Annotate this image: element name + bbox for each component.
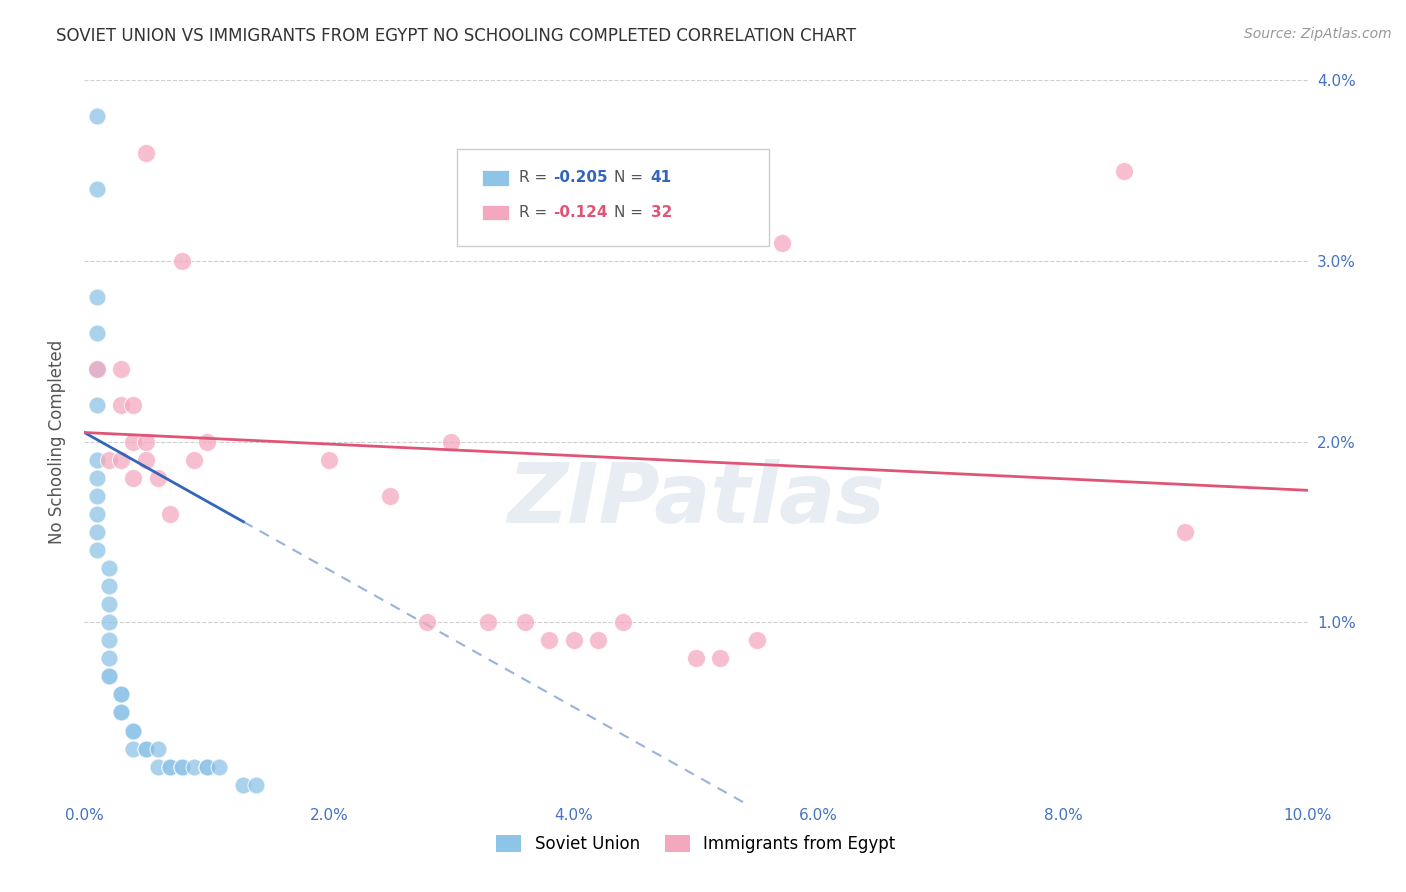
Point <box>232 778 254 792</box>
Point <box>86 181 108 195</box>
Point <box>195 760 218 774</box>
Point <box>612 615 634 630</box>
Point <box>97 633 120 648</box>
Point <box>86 542 108 557</box>
Text: Source: ZipAtlas.com: Source: ZipAtlas.com <box>1244 27 1392 41</box>
Point <box>86 109 108 123</box>
Point <box>86 524 108 539</box>
Point <box>1174 524 1197 539</box>
FancyBboxPatch shape <box>482 169 509 186</box>
Point <box>1114 163 1136 178</box>
Text: ZIPatlas: ZIPatlas <box>508 458 884 540</box>
Point <box>477 615 499 630</box>
Point <box>172 760 194 774</box>
Point <box>86 326 108 340</box>
Text: SOVIET UNION VS IMMIGRANTS FROM EGYPT NO SCHOOLING COMPLETED CORRELATION CHART: SOVIET UNION VS IMMIGRANTS FROM EGYPT NO… <box>56 27 856 45</box>
Point <box>97 452 120 467</box>
Point <box>135 452 157 467</box>
Point <box>183 760 205 774</box>
Point <box>97 651 120 665</box>
Point <box>159 760 181 774</box>
Point <box>122 471 145 485</box>
Point <box>122 723 145 738</box>
Point <box>110 706 132 720</box>
Point <box>110 452 132 467</box>
Text: -0.205: -0.205 <box>553 170 607 186</box>
Point <box>97 597 120 611</box>
Text: R =: R = <box>519 170 551 186</box>
Point <box>709 651 731 665</box>
Point <box>146 741 169 756</box>
Text: -0.124: -0.124 <box>553 205 607 220</box>
Text: 32: 32 <box>651 205 672 220</box>
Point <box>97 615 120 630</box>
Point <box>146 760 169 774</box>
Point <box>440 434 463 449</box>
Point <box>208 760 231 774</box>
Point <box>135 145 157 160</box>
Point <box>122 434 145 449</box>
Point <box>195 760 218 774</box>
Text: N =: N = <box>614 170 648 186</box>
Point <box>159 760 181 774</box>
Point <box>770 235 793 250</box>
Point <box>97 579 120 593</box>
Point <box>135 741 157 756</box>
Point <box>135 434 157 449</box>
Point <box>318 452 340 467</box>
Text: R =: R = <box>519 205 551 220</box>
Point <box>122 741 145 756</box>
Point <box>122 398 145 412</box>
Point <box>110 687 132 701</box>
Point <box>97 669 120 683</box>
Point <box>538 633 561 648</box>
Point <box>110 398 132 412</box>
Point <box>86 489 108 503</box>
Point <box>86 362 108 376</box>
Point <box>110 706 132 720</box>
Point <box>86 290 108 304</box>
Point <box>562 633 585 648</box>
Text: 41: 41 <box>651 170 672 186</box>
Point <box>159 507 181 521</box>
Point <box>86 398 108 412</box>
Point <box>195 434 218 449</box>
Point <box>183 452 205 467</box>
Point <box>380 489 402 503</box>
Point <box>172 253 194 268</box>
Point <box>135 741 157 756</box>
Point <box>685 651 707 665</box>
Point <box>86 471 108 485</box>
Point <box>416 615 439 630</box>
Point <box>245 778 267 792</box>
Point <box>97 561 120 575</box>
Point <box>513 615 536 630</box>
Point <box>747 633 769 648</box>
Point <box>86 452 108 467</box>
FancyBboxPatch shape <box>457 149 769 246</box>
Point <box>586 633 609 648</box>
Point <box>97 669 120 683</box>
Legend: Soviet Union, Immigrants from Egypt: Soviet Union, Immigrants from Egypt <box>489 828 903 860</box>
Point <box>110 687 132 701</box>
Point <box>110 362 132 376</box>
Text: N =: N = <box>614 205 648 220</box>
Point <box>146 471 169 485</box>
Point <box>86 507 108 521</box>
FancyBboxPatch shape <box>482 204 509 220</box>
Y-axis label: No Schooling Completed: No Schooling Completed <box>48 340 66 543</box>
Point <box>122 723 145 738</box>
Point <box>86 362 108 376</box>
Point <box>172 760 194 774</box>
